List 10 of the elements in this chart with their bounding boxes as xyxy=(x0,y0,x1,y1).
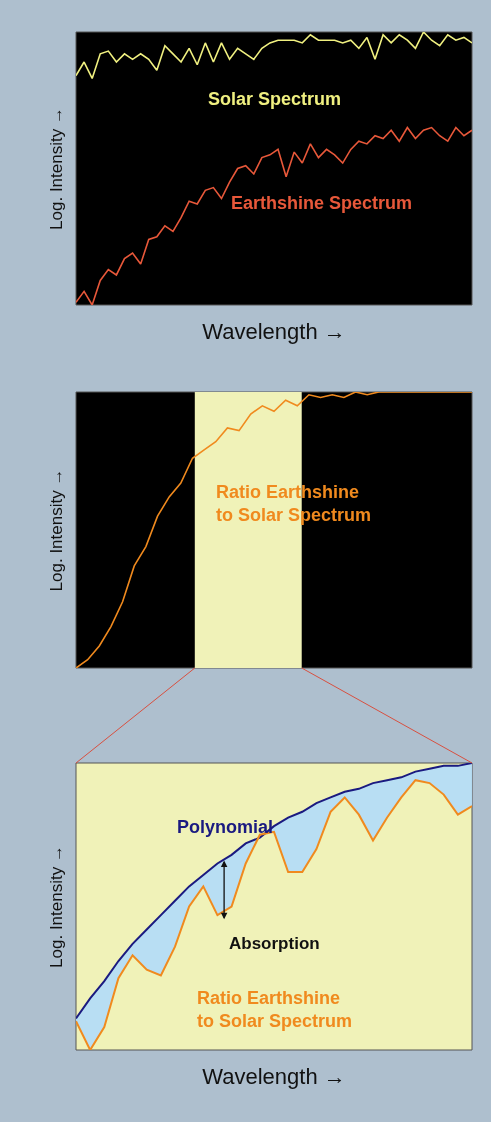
series-label: Polynomial xyxy=(177,817,274,837)
y-axis-title: Log. Intensity → xyxy=(46,845,66,968)
y-axis-title: Log. Intensity → xyxy=(46,468,66,592)
annotation: Absorption xyxy=(229,934,320,953)
x-axis-title: Wavelength → xyxy=(202,318,346,344)
series-label: Earthshine Spectrum xyxy=(231,193,413,213)
y-axis-title: Log. Intensity → xyxy=(46,107,66,230)
text: Ratio Earthshine to Solar Spectrum xyxy=(197,988,353,1032)
x-axis-title: Wavelength → xyxy=(202,1063,346,1089)
series-label: Solar Spectrum xyxy=(208,89,342,109)
